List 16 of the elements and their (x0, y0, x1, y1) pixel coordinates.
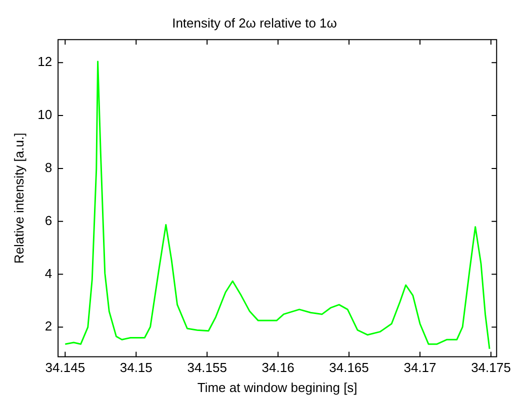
x-axis-title: Time at window begining [s] (197, 380, 358, 395)
y-axis-title: Relative intensity [a.u.] (11, 132, 26, 264)
chart-title: Intensity of 2ω relative to 1ω (172, 15, 337, 30)
y-tick-label: 10 (38, 107, 52, 122)
y-tick-label: 6 (44, 212, 52, 228)
x-tick-label: 34.17 (404, 360, 436, 376)
x-tick-label: 34.155 (187, 360, 227, 376)
x-tick-label: 34.175 (471, 360, 511, 376)
x-tick-label: 34.165 (329, 360, 369, 376)
y-tick-label: 8 (44, 160, 52, 176)
x-tick-label: 34.145 (45, 360, 86, 376)
y-tick-label: 2 (44, 318, 52, 334)
y-tick-label: 4 (44, 266, 52, 281)
x-tick-label: 34.15 (120, 360, 152, 376)
x-tick-label: 34.16 (262, 360, 294, 376)
y-tick-label: 12 (38, 54, 52, 70)
